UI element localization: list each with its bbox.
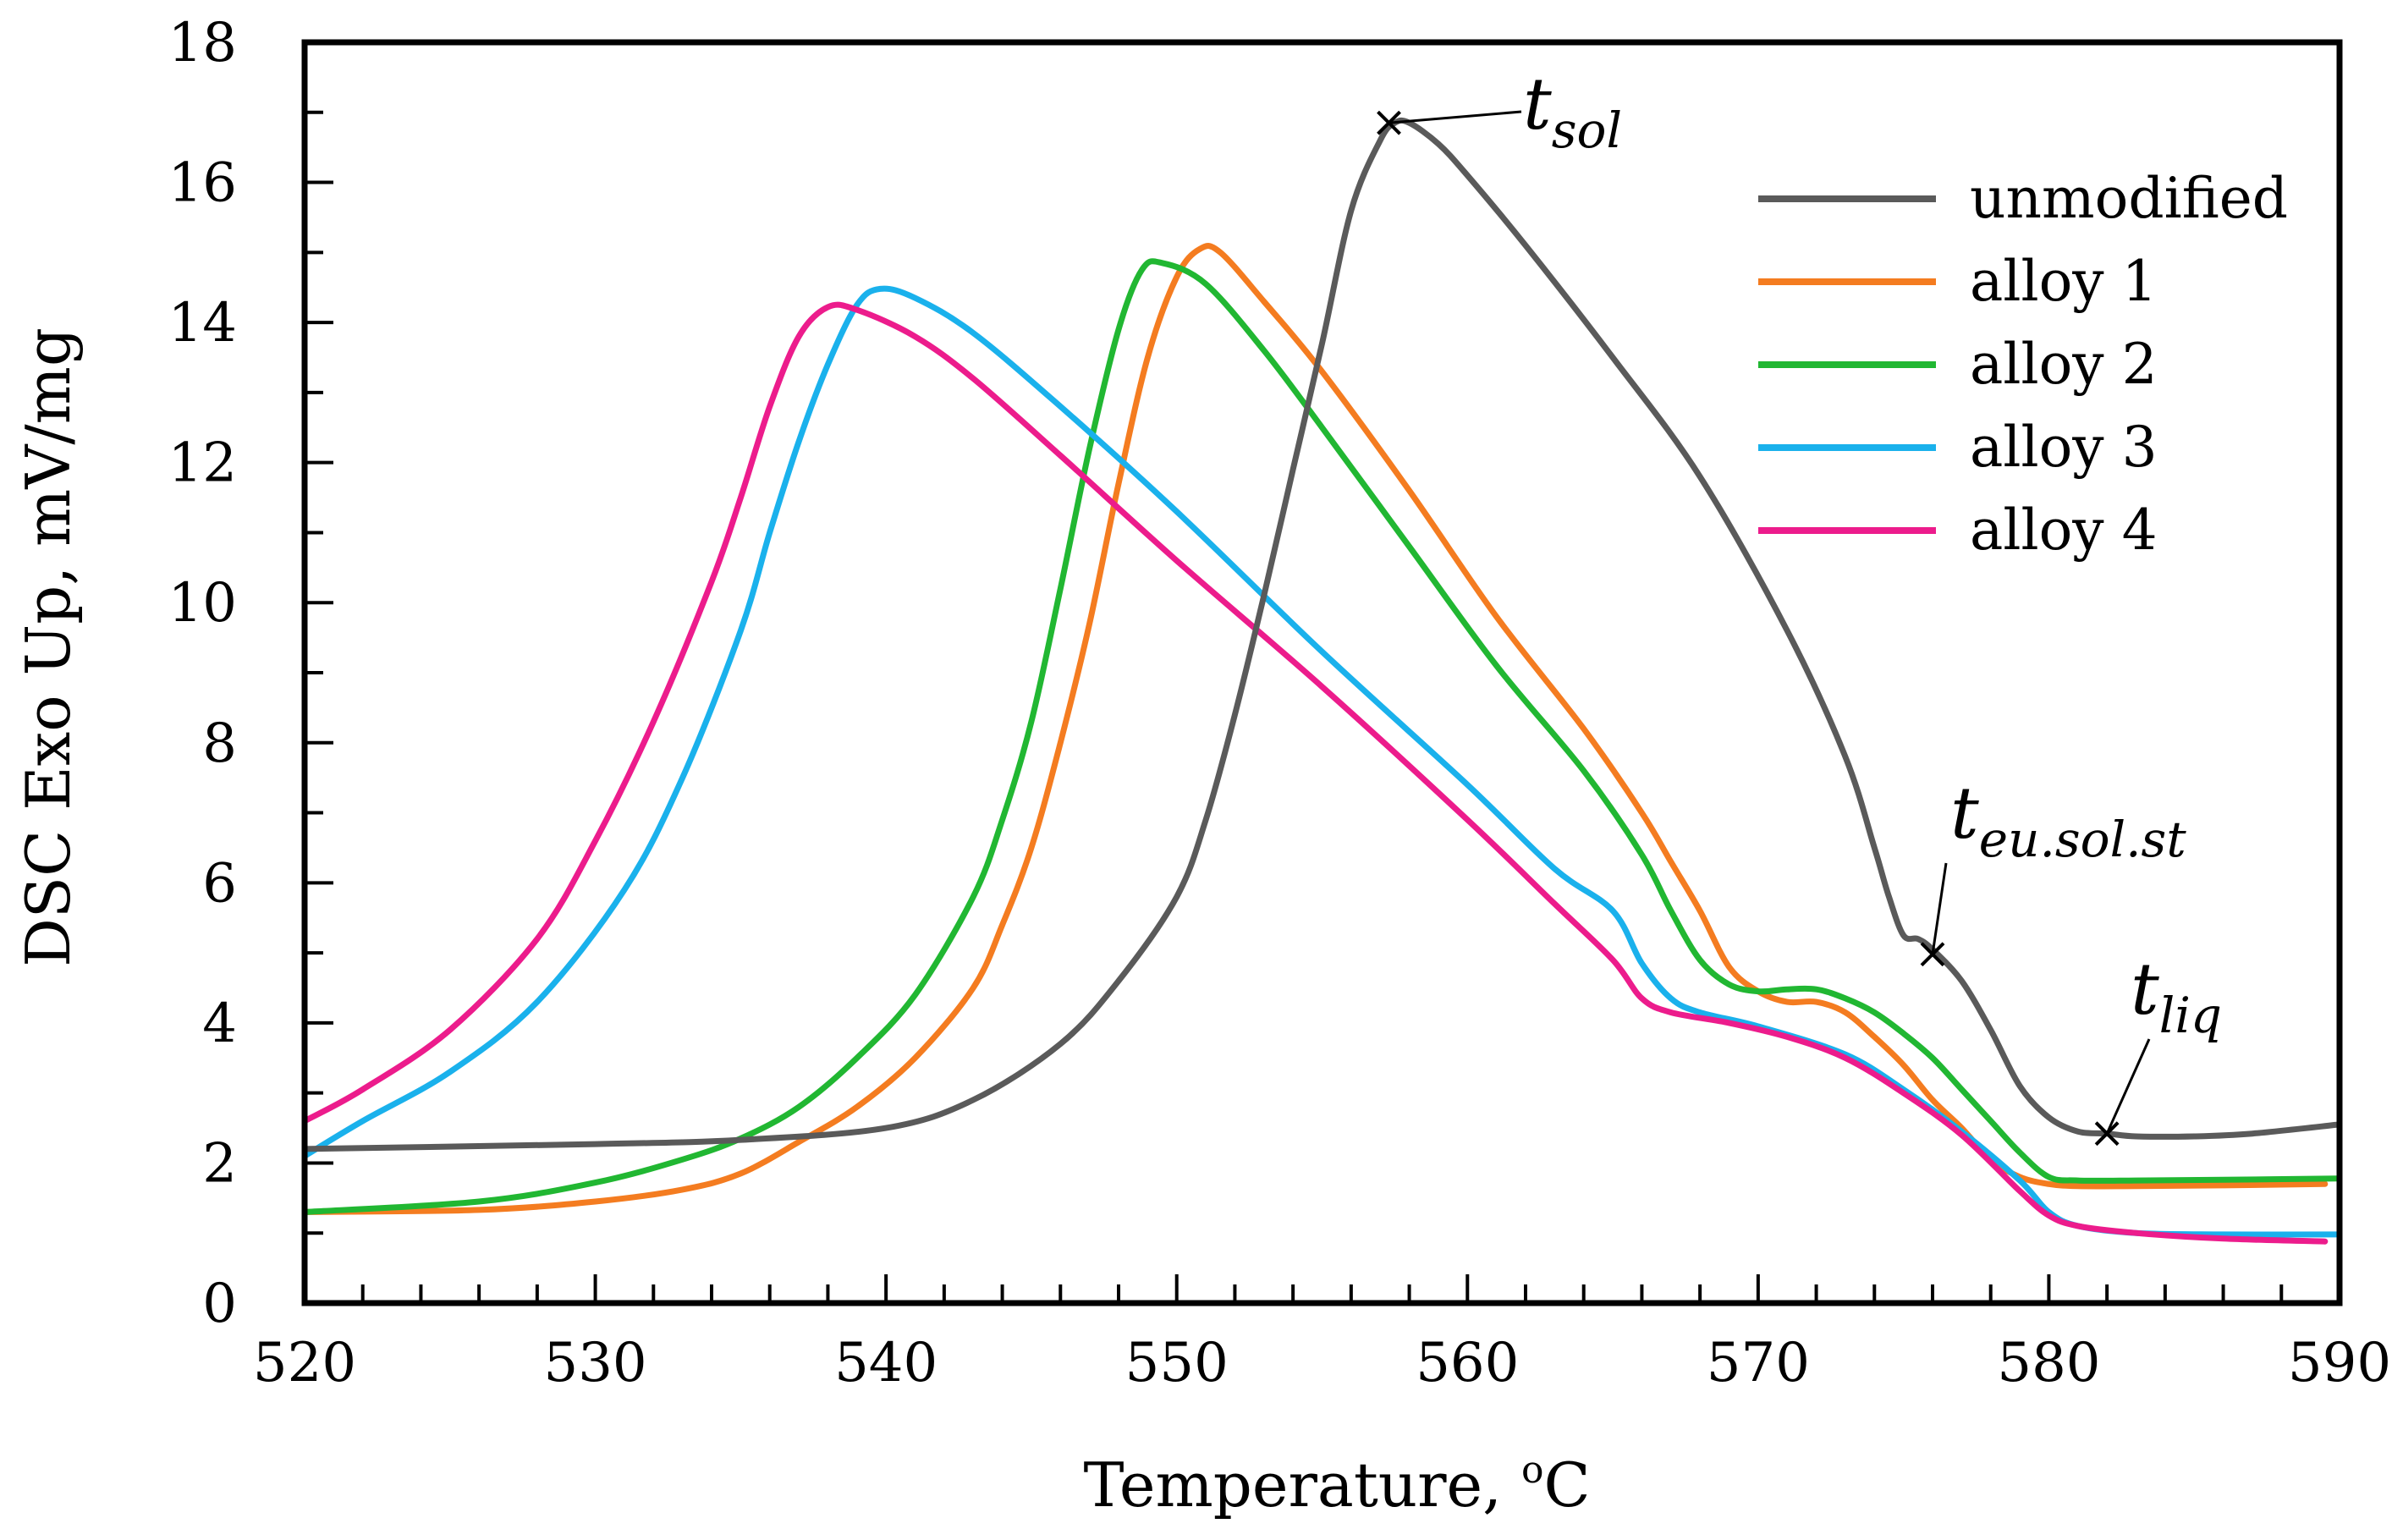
x-tick-label: 570 [1707,1332,1810,1394]
legend-label: unmodified [1970,166,2288,231]
y-axis-title: DSC Exo Up, mV/mg [13,327,84,967]
x-tick-label: 550 [1125,1332,1229,1394]
axis-ticks [303,41,2341,1305]
x-tick-label: 530 [543,1332,646,1394]
x-axis-title: Temperature, oC [1083,1449,1590,1521]
annotation-label-t_eu: teu.sol.st [1950,772,2186,868]
series-line-unmodified [301,117,2343,1152]
series-line-alloy-4 [301,301,2329,1245]
y-tick-label: 16 [168,152,237,215]
y-tick-label: 10 [168,572,237,635]
legend-label: alloy 4 [1970,498,2158,563]
series-lines [301,117,2343,1245]
y-tick-label: 8 [202,712,237,775]
plot-frame [301,39,2343,1306]
x-tick-labels: 520 530 540 550 560 570 580 590 [253,1332,2391,1394]
x-tick-label: 560 [1416,1332,1519,1394]
legend-label: alloy 3 [1970,415,2158,480]
y-tick-label: 6 [202,852,237,915]
y-tick-label: 14 [168,292,237,355]
annotation-leader [1931,862,1948,954]
y-tick-label: 4 [202,993,237,1055]
series-line-alloy-2 [301,258,2343,1215]
annotation-label-t_liq: tliq [2131,948,2222,1044]
y-tick-label: 18 [168,12,237,74]
degree-symbol: o [1521,1449,1544,1492]
series-line-alloy-1 [301,243,2329,1215]
series-line-alloy-3 [301,285,2343,1238]
annotation-leader [1388,110,1522,124]
legend-label: alloy 1 [1970,249,2158,314]
legend-label: alloy 2 [1970,332,2158,397]
x-tick-label: 580 [1997,1332,2100,1394]
celsius-unit: C [1543,1449,1590,1521]
annotation-label-t_sol: tsol [1523,63,1622,159]
y-tick-label: 0 [202,1273,237,1335]
annotation-leader [2105,1038,2151,1135]
legend: unmodified alloy 1 alloy 2 alloy 3 alloy 4 [1758,166,2288,563]
x-tick-label: 540 [834,1332,938,1394]
y-tick-label: 2 [202,1132,237,1195]
y-tick-label: 12 [168,432,237,495]
x-tick-label: 520 [253,1332,356,1394]
x-tick-label: 590 [2288,1332,2391,1394]
y-tick-labels: 0 2 4 6 8 10 12 14 16 18 [168,12,237,1335]
annotations: tsol teu.sol.st tliq [1377,63,2222,1147]
